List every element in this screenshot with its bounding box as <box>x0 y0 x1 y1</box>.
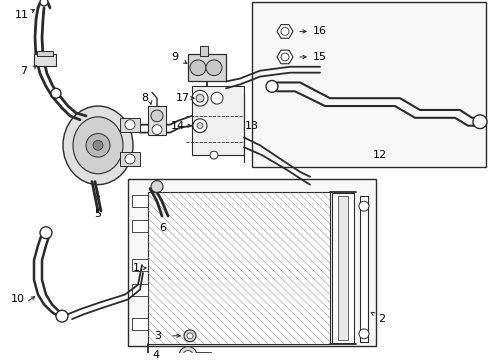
Text: 1: 1 <box>132 263 139 273</box>
Bar <box>200 46 207 56</box>
Bar <box>148 106 165 135</box>
Circle shape <box>190 60 205 76</box>
Text: 7: 7 <box>20 66 27 76</box>
Bar <box>251 2 485 167</box>
Text: 8: 8 <box>141 93 148 103</box>
Bar <box>132 195 148 207</box>
Circle shape <box>193 119 206 132</box>
Bar <box>187 54 225 81</box>
Text: 16: 16 <box>312 26 326 36</box>
Bar <box>37 51 53 56</box>
Circle shape <box>151 181 163 193</box>
Bar <box>34 54 56 66</box>
Polygon shape <box>276 50 292 64</box>
Circle shape <box>186 333 193 339</box>
Bar <box>132 220 148 232</box>
Text: 11: 11 <box>15 10 29 20</box>
Circle shape <box>40 227 52 239</box>
Text: 3: 3 <box>154 331 161 341</box>
Text: 17: 17 <box>176 93 190 103</box>
Polygon shape <box>276 24 292 38</box>
Circle shape <box>179 347 197 360</box>
Ellipse shape <box>73 117 123 174</box>
Text: 2: 2 <box>378 314 385 324</box>
Text: 12: 12 <box>372 150 386 160</box>
Bar <box>128 179 375 346</box>
Circle shape <box>358 201 368 211</box>
Circle shape <box>205 60 222 76</box>
Text: 6: 6 <box>159 223 166 233</box>
Text: 4: 4 <box>152 350 159 360</box>
Circle shape <box>93 140 103 150</box>
Bar <box>132 259 148 271</box>
Circle shape <box>281 27 288 35</box>
Bar <box>359 196 367 342</box>
Bar <box>148 193 329 344</box>
Circle shape <box>152 125 162 135</box>
Bar <box>331 193 353 343</box>
Text: 9: 9 <box>171 52 178 62</box>
Circle shape <box>281 53 288 61</box>
Circle shape <box>125 120 135 130</box>
Circle shape <box>196 94 203 102</box>
Ellipse shape <box>63 106 133 185</box>
Circle shape <box>51 88 61 98</box>
Text: 13: 13 <box>244 121 259 131</box>
Text: 10: 10 <box>11 294 25 305</box>
Circle shape <box>210 92 223 104</box>
Text: 15: 15 <box>312 52 326 62</box>
Bar <box>337 196 347 340</box>
Circle shape <box>358 329 368 339</box>
Circle shape <box>197 123 203 129</box>
Circle shape <box>56 310 68 322</box>
Circle shape <box>183 351 193 360</box>
Circle shape <box>86 134 110 157</box>
Circle shape <box>265 81 278 92</box>
Circle shape <box>40 0 48 6</box>
Bar <box>120 152 140 166</box>
Circle shape <box>209 151 218 159</box>
Text: 14: 14 <box>171 121 184 131</box>
Bar <box>192 86 244 155</box>
Circle shape <box>151 110 163 122</box>
Circle shape <box>183 330 196 342</box>
Text: 5: 5 <box>94 209 102 219</box>
Bar <box>132 284 148 296</box>
Bar <box>197 352 210 358</box>
Bar <box>120 118 140 131</box>
Circle shape <box>192 90 207 106</box>
Circle shape <box>472 115 486 129</box>
Bar <box>132 318 148 330</box>
Circle shape <box>125 154 135 164</box>
